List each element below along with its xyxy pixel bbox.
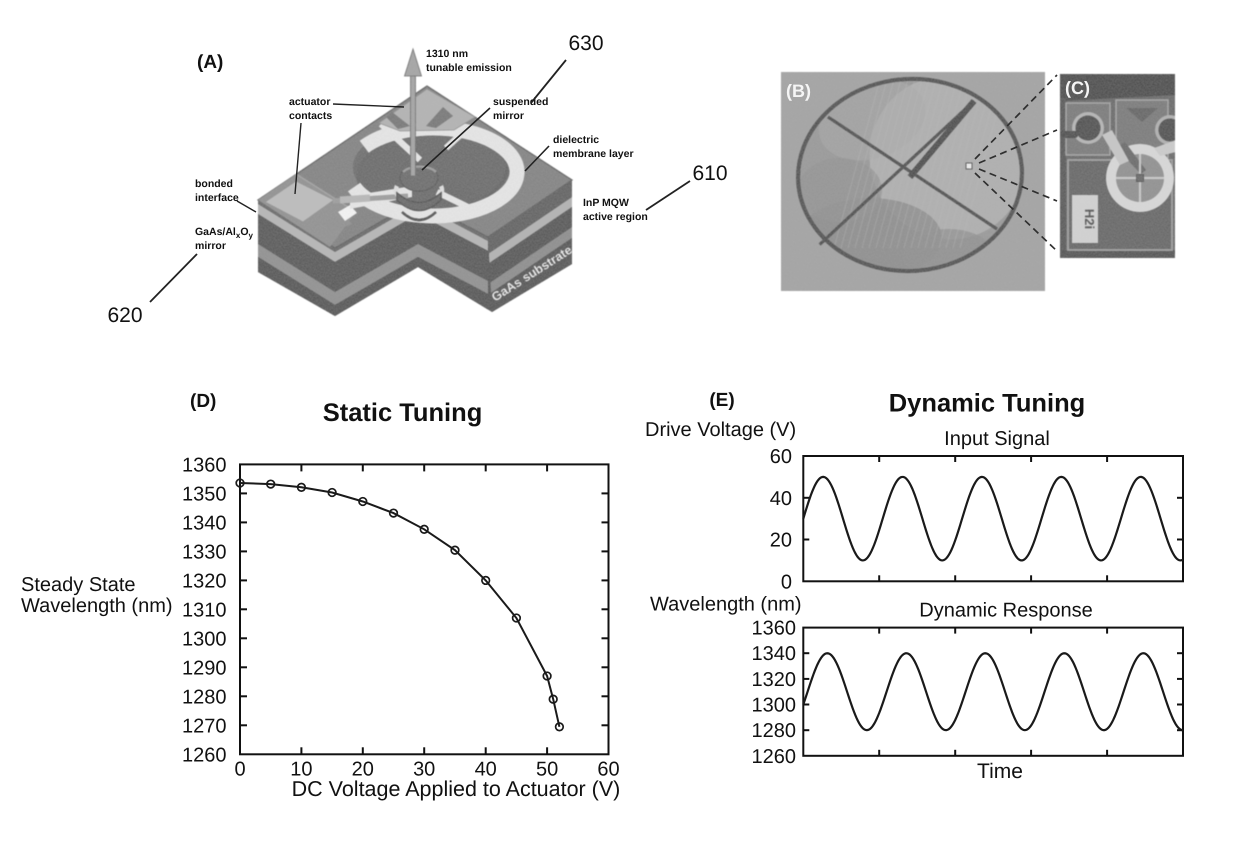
svg-text:0: 0 bbox=[781, 571, 792, 593]
svg-text:1340: 1340 bbox=[182, 512, 227, 534]
svg-text:1260: 1260 bbox=[182, 744, 227, 766]
svg-text:1320: 1320 bbox=[182, 570, 227, 592]
svg-text:620: 620 bbox=[107, 304, 142, 327]
svg-text:60: 60 bbox=[770, 446, 792, 468]
svg-text:Input Signal: Input Signal bbox=[944, 428, 1050, 450]
svg-text:Dynamic Response: Dynamic Response bbox=[919, 600, 1092, 622]
svg-text:1330: 1330 bbox=[182, 541, 227, 563]
svg-text:Dynamic Tuning: Dynamic Tuning bbox=[889, 390, 1085, 418]
svg-text:Steady State: Steady State bbox=[21, 574, 136, 596]
svg-text:1310 nm: 1310 nm bbox=[426, 48, 468, 60]
svg-text:mirror: mirror bbox=[195, 240, 226, 252]
svg-text:10: 10 bbox=[290, 759, 312, 781]
svg-text:Wavelength (nm): Wavelength (nm) bbox=[21, 595, 173, 617]
svg-text:actuator: actuator bbox=[289, 96, 330, 108]
svg-text:1310: 1310 bbox=[182, 599, 227, 621]
svg-text:1290: 1290 bbox=[182, 657, 227, 679]
svg-text:membrane layer: membrane layer bbox=[553, 148, 634, 160]
svg-text:1350: 1350 bbox=[182, 483, 227, 505]
svg-text:1270: 1270 bbox=[182, 715, 227, 737]
svg-text:630: 630 bbox=[568, 32, 603, 55]
svg-text:(E): (E) bbox=[709, 390, 734, 411]
svg-text:Time: Time bbox=[977, 760, 1023, 783]
svg-text:1320: 1320 bbox=[752, 669, 797, 691]
svg-text:(C): (C) bbox=[1065, 78, 1090, 98]
svg-text:contacts: contacts bbox=[289, 110, 332, 122]
svg-text:Wavelength (nm): Wavelength (nm) bbox=[650, 594, 802, 616]
svg-text:(B): (B) bbox=[786, 81, 811, 101]
svg-text:DC Voltage Applied to Actuator: DC Voltage Applied to Actuator (V) bbox=[292, 777, 621, 801]
svg-text:40: 40 bbox=[475, 759, 497, 781]
svg-text:40: 40 bbox=[770, 488, 792, 510]
svg-text:20: 20 bbox=[770, 530, 792, 552]
svg-text:1340: 1340 bbox=[752, 643, 797, 665]
svg-text:tunable emission: tunable emission bbox=[426, 62, 512, 74]
svg-text:mirror: mirror bbox=[493, 110, 524, 122]
svg-text:InP MQW: InP MQW bbox=[583, 197, 629, 209]
svg-text:(D): (D) bbox=[190, 391, 216, 412]
svg-text:(A): (A) bbox=[197, 52, 223, 73]
svg-text:1300: 1300 bbox=[182, 628, 227, 650]
svg-text:bonded: bonded bbox=[195, 178, 233, 190]
svg-text:1280: 1280 bbox=[182, 686, 227, 708]
svg-text:20: 20 bbox=[352, 759, 374, 781]
svg-text:60: 60 bbox=[597, 759, 619, 781]
svg-text:1300: 1300 bbox=[752, 695, 797, 717]
svg-text:1260: 1260 bbox=[752, 746, 797, 768]
svg-text:1360: 1360 bbox=[182, 454, 227, 476]
svg-text:dielectric: dielectric bbox=[553, 134, 599, 146]
svg-text:1280: 1280 bbox=[752, 720, 797, 742]
svg-text:Drive Voltage (V): Drive Voltage (V) bbox=[645, 419, 796, 441]
svg-text:suspended: suspended bbox=[493, 96, 548, 108]
svg-text:610: 610 bbox=[692, 162, 727, 185]
svg-text:50: 50 bbox=[536, 759, 558, 781]
svg-text:0: 0 bbox=[234, 759, 245, 781]
svg-text:H2i: H2i bbox=[1082, 209, 1097, 229]
svg-text:active region: active region bbox=[583, 211, 648, 223]
svg-text:Static Tuning: Static Tuning bbox=[323, 399, 483, 427]
svg-text:1360: 1360 bbox=[752, 618, 797, 640]
svg-text:GaAs/AlxOy: GaAs/AlxOy bbox=[195, 226, 253, 240]
svg-text:interface: interface bbox=[195, 192, 239, 204]
svg-text:30: 30 bbox=[413, 759, 435, 781]
